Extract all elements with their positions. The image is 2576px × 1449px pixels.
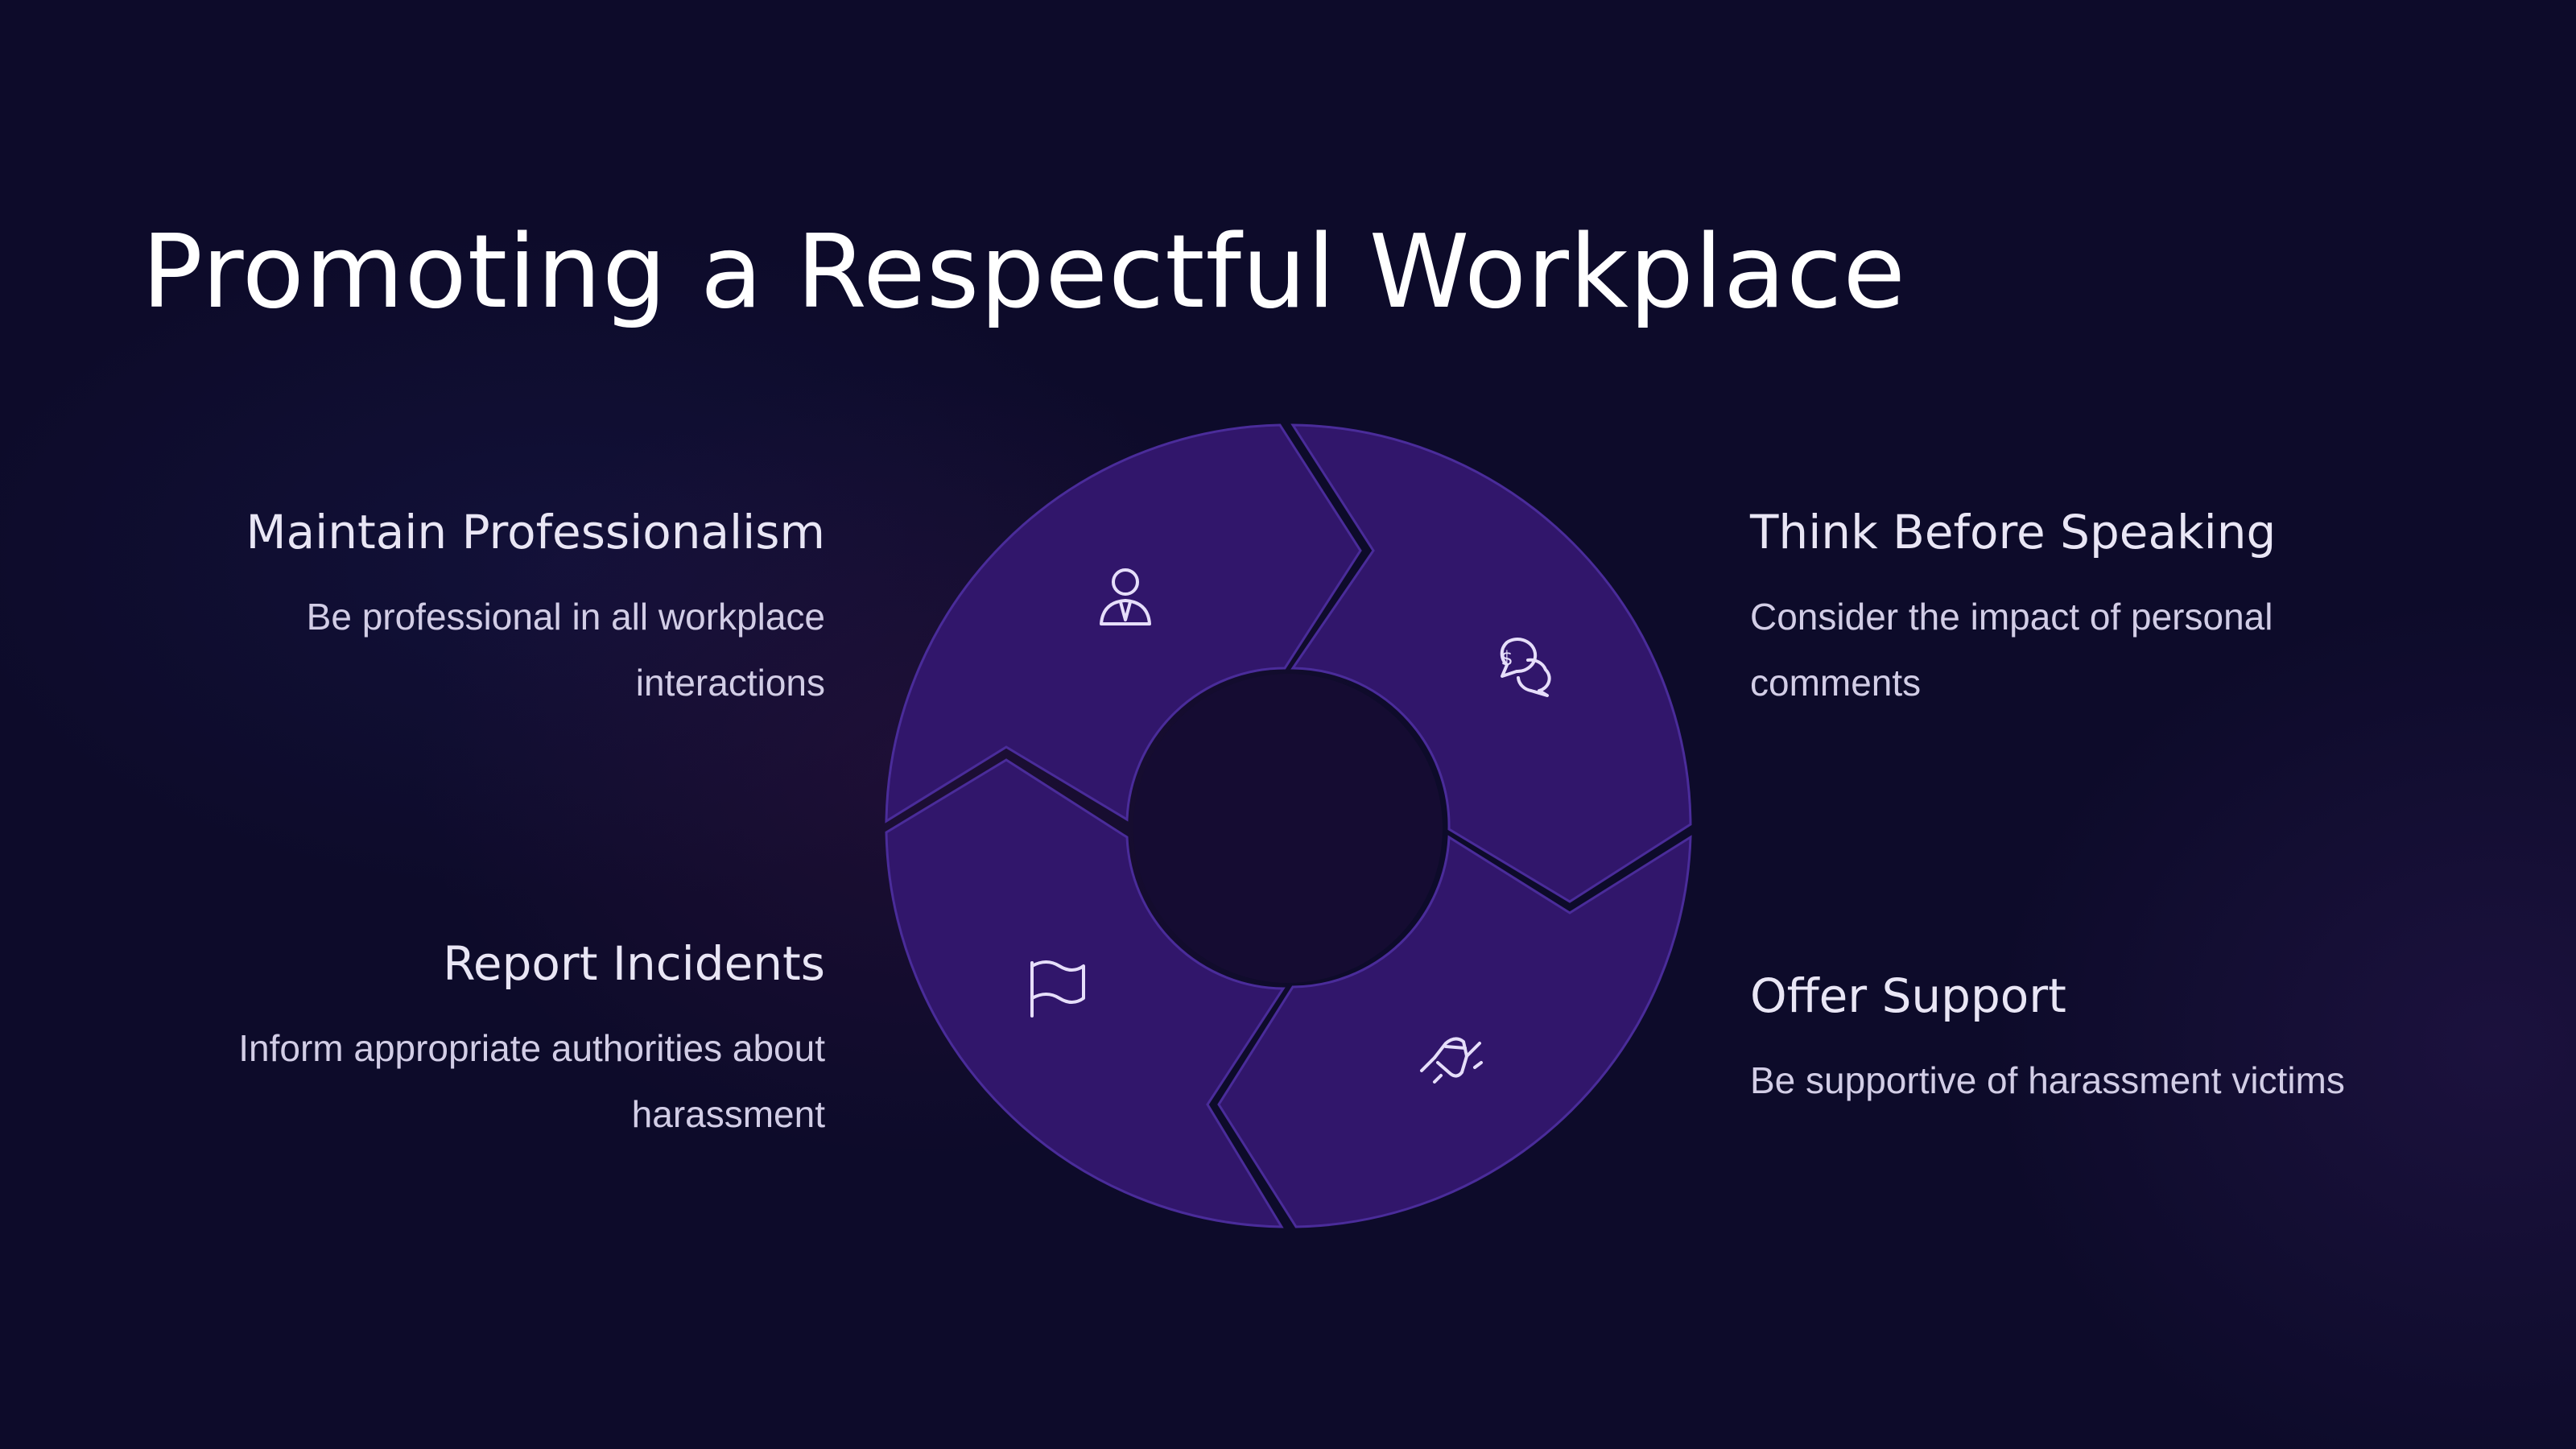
page-title: Promoting a Respectful Workplace (142, 213, 1906, 331)
cycle-center (1133, 674, 1443, 983)
chat-bubbles-dollar-icon: $ (1500, 638, 1551, 697)
item-description: Consider the impact of personal comments (1750, 595, 2273, 704)
item-description: Be professional in all workplace interac… (306, 595, 825, 704)
svg-text:$: $ (1501, 647, 1513, 670)
handshake-icon (1420, 1037, 1483, 1084)
item-offer-support: Offer Support Be supportive of harassmen… (1750, 968, 2475, 1113)
item-report-incidents: Report Incidents Inform appropriate auth… (213, 936, 825, 1147)
person-tie-icon (1100, 568, 1151, 625)
item-think-before-speaking: Think Before Speaking Consider the impac… (1750, 505, 2362, 716)
item-description: Be supportive of harassment victims (1750, 1059, 2345, 1101)
item-heading: Maintain Professionalism (246, 505, 825, 559)
item-heading: Think Before Speaking (1750, 505, 2277, 559)
item-heading: Report Incidents (443, 936, 825, 991)
item-heading: Offer Support (1750, 968, 2066, 1023)
item-description: Inform appropriate authorities about har… (238, 1026, 825, 1135)
item-maintain-professionalism: Maintain Professionalism Be professional… (213, 505, 825, 716)
cycle-segment-offer-support (1217, 835, 1692, 1228)
cycle-segment-think-before-speaking (1290, 423, 1692, 903)
flag-icon (1030, 960, 1085, 1018)
